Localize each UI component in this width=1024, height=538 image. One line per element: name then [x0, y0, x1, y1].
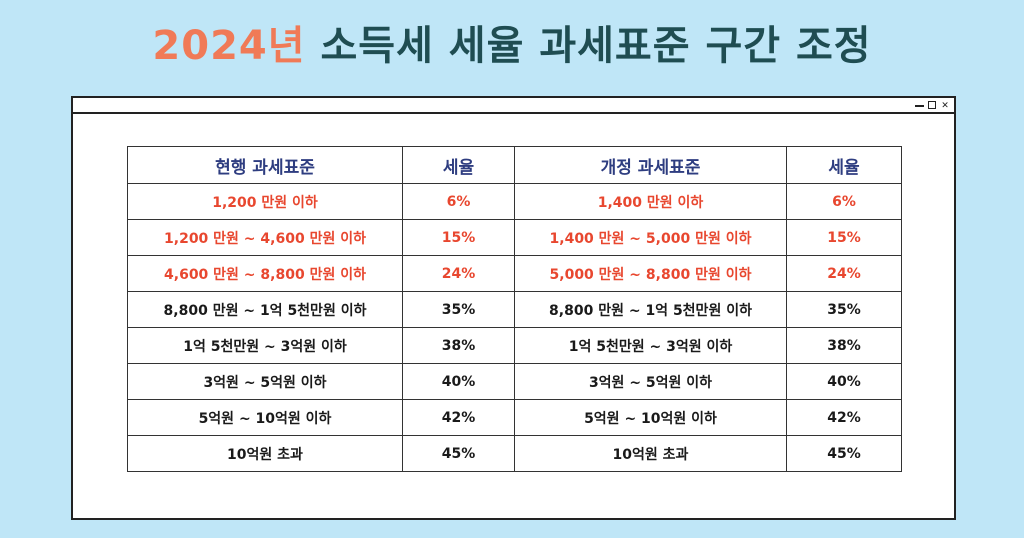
- table-row: 5억원 ~ 10억원 이하 42% 5억원 ~ 10억원 이하 42%: [127, 399, 902, 436]
- header-revised-rate: 세율: [786, 146, 902, 184]
- table-row: 4,600 만원 ~ 8,800 만원 이하 24% 5,000 만원 ~ 8,80…: [127, 255, 902, 292]
- revised-bracket-cell: 5,000 만원 ~ 8,800 만원 이하: [514, 255, 787, 292]
- revised-rate-cell: 42%: [786, 399, 902, 436]
- revised-rate-cell: 45%: [786, 435, 902, 472]
- table-row: 1,200 만원 이하 6% 1,400 만원 이하 6%: [127, 183, 902, 220]
- maximize-icon[interactable]: [928, 101, 936, 109]
- revised-rate-cell: 38%: [786, 327, 902, 364]
- current-rate-cell: 35%: [402, 291, 515, 328]
- title-year: 2024년: [152, 23, 306, 69]
- revised-bracket-cell: 3억원 ~ 5억원 이하: [514, 363, 787, 400]
- current-bracket-cell: 1,200 만원 이하: [127, 183, 403, 220]
- revised-bracket-cell: 1,400 만원 ~ 5,000 만원 이하: [514, 219, 787, 256]
- title-text: 소득세 세율 과세표준 구간 조정: [305, 23, 872, 69]
- revised-rate-cell: 40%: [786, 363, 902, 400]
- window-frame: ✕ 현행 과세표준 세율 개정 과세표준 세율 1,200 만원 이하 6% 1,4…: [71, 96, 956, 520]
- table-row: 1억 5천만원 ~ 3억원 이하 38% 1억 5천만원 ~ 3억원 이하 38%: [127, 327, 902, 364]
- window-titlebar: ✕: [73, 98, 954, 114]
- revised-bracket-cell: 5억원 ~ 10억원 이하: [514, 399, 787, 436]
- current-bracket-cell: 1,200 만원 ~ 4,600 만원 이하: [127, 219, 403, 256]
- current-bracket-cell: 3억원 ~ 5억원 이하: [127, 363, 403, 400]
- revised-rate-cell: 6%: [786, 183, 902, 220]
- revised-bracket-cell: 1억 5천만원 ~ 3억원 이하: [514, 327, 787, 364]
- current-rate-cell: 15%: [402, 219, 515, 256]
- current-rate-cell: 45%: [402, 435, 515, 472]
- table-row: 8,800 만원 ~ 1억 5천만원 이하 35% 8,800 만원 ~ 1억 5천…: [127, 291, 902, 328]
- current-bracket-cell: 8,800 만원 ~ 1억 5천만원 이하: [127, 291, 403, 328]
- revised-bracket-cell: 1,400 만원 이하: [514, 183, 787, 220]
- header-revised-bracket: 개정 과세표준: [514, 146, 787, 184]
- header-current-rate: 세율: [402, 146, 515, 184]
- current-rate-cell: 6%: [402, 183, 515, 220]
- revised-rate-cell: 35%: [786, 291, 902, 328]
- current-rate-cell: 40%: [402, 363, 515, 400]
- minimize-icon[interactable]: [915, 105, 924, 107]
- table-header-row: 현행 과세표준 세율 개정 과세표준 세율: [127, 146, 902, 184]
- current-bracket-cell: 4,600 만원 ~ 8,800 만원 이하: [127, 255, 403, 292]
- tax-bracket-table: 현행 과세표준 세율 개정 과세표준 세율 1,200 만원 이하 6% 1,400…: [127, 146, 902, 472]
- revised-rate-cell: 24%: [786, 255, 902, 292]
- table-body: 1,200 만원 이하 6% 1,400 만원 이하 6% 1,200 만원 ~ 4,6…: [127, 183, 902, 472]
- current-rate-cell: 42%: [402, 399, 515, 436]
- revised-rate-cell: 15%: [786, 219, 902, 256]
- current-bracket-cell: 10억원 초과: [127, 435, 403, 472]
- revised-bracket-cell: 8,800 만원 ~ 1억 5천만원 이하: [514, 291, 787, 328]
- window-controls: ✕: [915, 99, 950, 111]
- table-row: 10억원 초과 45% 10억원 초과 45%: [127, 435, 902, 472]
- current-rate-cell: 24%: [402, 255, 515, 292]
- current-bracket-cell: 1억 5천만원 ~ 3억원 이하: [127, 327, 403, 364]
- current-rate-cell: 38%: [402, 327, 515, 364]
- table-row: 1,200 만원 ~ 4,600 만원 이하 15% 1,400 만원 ~ 5,00…: [127, 219, 902, 256]
- header-current-bracket: 현행 과세표준: [127, 146, 403, 184]
- page-title: 2024년 소득세 세율 과세표준 구간 조정: [0, 18, 1024, 74]
- table-row: 3억원 ~ 5억원 이하 40% 3억원 ~ 5억원 이하 40%: [127, 363, 902, 400]
- close-icon[interactable]: ✕: [941, 98, 949, 111]
- current-bracket-cell: 5억원 ~ 10억원 이하: [127, 399, 403, 436]
- revised-bracket-cell: 10억원 초과: [514, 435, 787, 472]
